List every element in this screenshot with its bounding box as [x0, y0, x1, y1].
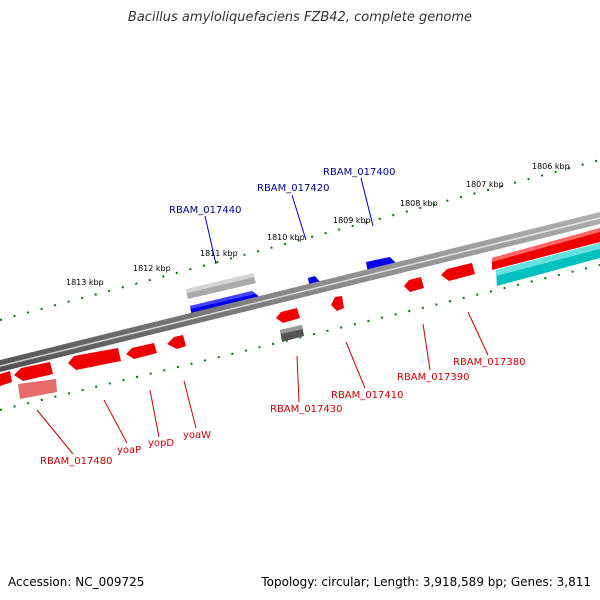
- reverse-gene[interactable]: [14, 362, 53, 381]
- forward-gene-labels: RBAM_017400 RBAM_017420 RBAM_017440: [169, 167, 395, 216]
- gene-label[interactable]: RBAM_017390: [397, 372, 469, 383]
- reverse-gene[interactable]: [0, 371, 12, 386]
- reverse-label-leaders: [36, 311, 489, 455]
- reverse-genes: [0, 228, 600, 399]
- pseudo-gene-highlight: [280, 325, 303, 334]
- accession-text: Accession: NC_009725: [8, 575, 145, 589]
- reverse-gene[interactable]: [68, 348, 121, 370]
- kbp-label: 1808 kbp: [400, 199, 438, 208]
- reverse-gene[interactable]: [167, 335, 186, 349]
- kbp-label: 1810 kbp: [267, 233, 305, 242]
- gene-label[interactable]: RBAM_017400: [323, 167, 395, 178]
- kbp-label: 1807 kbp: [466, 180, 504, 189]
- genome-backbone: [0, 212, 600, 372]
- gene-label[interactable]: RBAM_017380: [453, 357, 525, 368]
- kbp-label: 1806 kbp: [532, 162, 570, 171]
- reverse-gene[interactable]: [331, 296, 344, 311]
- gene-label[interactable]: RBAM_017430: [270, 404, 342, 415]
- gene-label[interactable]: yopD: [148, 438, 174, 449]
- gene-label[interactable]: RBAM_017410: [331, 390, 403, 401]
- gene-label[interactable]: RBAM_017440: [169, 205, 241, 216]
- gene-label[interactable]: RBAM_017480: [40, 456, 112, 467]
- kbp-scale: 1806 kbp 1807 kbp 1808 kbp 1809 kbp 1810…: [66, 162, 570, 287]
- kbp-label: 1812 kbp: [133, 264, 171, 273]
- gene-label[interactable]: RBAM_017420: [257, 183, 329, 194]
- rrna-feature: [496, 243, 600, 286]
- kbp-label: 1809 kbp: [333, 216, 371, 225]
- rrna-gene-highlight: [496, 243, 600, 276]
- kbp-label: 1811 kbp: [200, 249, 238, 258]
- kbp-label: 1813 kbp: [66, 278, 104, 287]
- forward-gene-highlight: [190, 291, 255, 309]
- reverse-gene-highlight: [492, 228, 600, 262]
- gene-label[interactable]: yoaW: [183, 430, 211, 441]
- reverse-gene[interactable]: [126, 343, 157, 359]
- inner-tick-ring: [0, 264, 600, 411]
- forward-label-leaders: [204, 177, 374, 265]
- forward-gene-grey-highlight: [186, 273, 255, 293]
- reverse-gene-pale[interactable]: [18, 379, 57, 399]
- gene-label[interactable]: yoaP: [117, 445, 141, 456]
- genome-summary: Topology: circular; Length: 3,918,589 bp…: [261, 575, 591, 589]
- reverse-gene[interactable]: [276, 308, 300, 323]
- reverse-gene[interactable]: [404, 277, 424, 292]
- reverse-gene[interactable]: [441, 263, 475, 281]
- genome-title: Bacillus amyloliquefaciens FZB42, comple…: [127, 10, 473, 25]
- reverse-gene-labels: RBAM_017380 RBAM_017390 RBAM_017410 RBAM…: [40, 357, 525, 467]
